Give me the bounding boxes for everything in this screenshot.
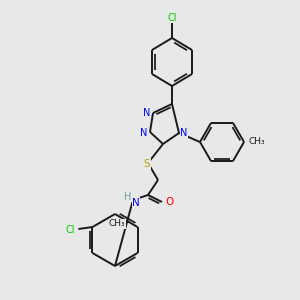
Text: Cl: Cl: [66, 225, 75, 235]
Text: CH₃: CH₃: [109, 220, 125, 229]
Text: N: N: [143, 108, 151, 118]
Text: O: O: [165, 197, 173, 207]
Text: N: N: [180, 128, 188, 138]
Text: H: H: [124, 192, 132, 202]
Text: CH₃: CH₃: [249, 137, 265, 146]
Text: N: N: [140, 128, 148, 138]
Text: N: N: [132, 198, 140, 208]
Text: S: S: [144, 159, 150, 169]
Text: Cl: Cl: [167, 13, 177, 23]
